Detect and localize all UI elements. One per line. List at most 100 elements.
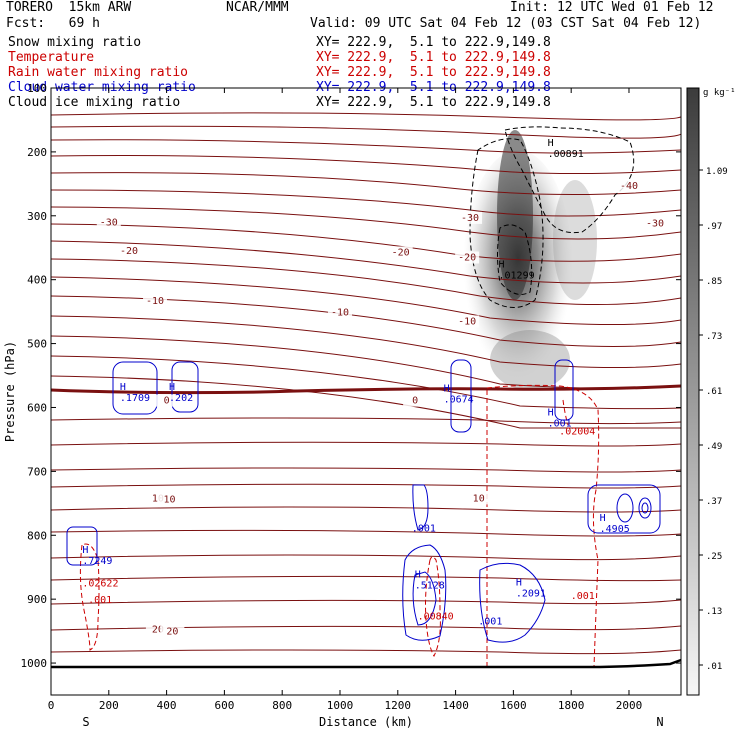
y-tick-label: 700 <box>27 465 47 478</box>
colorbar-ticks: 1.09 .97 .85 .73 .61 .49 .37 .25 .13 .01 <box>699 167 728 672</box>
legend-cloud-ice-xy: XY= 222.9, 5.1 to 222.9,149.8 <box>316 95 551 110</box>
temperature-label: 20 <box>166 626 178 637</box>
temperature-label-bg <box>327 306 352 319</box>
maximum-value-label: .001 <box>412 523 436 534</box>
temperature-label-bg <box>96 216 121 229</box>
temperature-label: 10 <box>163 495 175 506</box>
temperature-label-bg <box>455 251 480 264</box>
temperature-label-bg <box>388 246 413 259</box>
terrain-line <box>51 658 682 669</box>
cloud-water-contours <box>66 359 661 643</box>
temperature-label-bg <box>403 394 428 407</box>
colorbar-tick-label: 1.09 <box>706 167 728 177</box>
temperature-label: -10 <box>458 316 476 327</box>
x-tick-label: 1200 <box>385 699 412 712</box>
plot-frame <box>50 87 682 696</box>
colorbar-tick-label: .73 <box>706 332 722 342</box>
temperature-label: -20 <box>120 246 138 257</box>
maximum-value-label: .00840 <box>418 612 454 623</box>
y-tick-label: 800 <box>27 529 47 542</box>
maximum-value-label: .0674 <box>444 394 474 405</box>
temperature-label-bg <box>143 294 168 307</box>
x-tick-label: 1600 <box>500 699 527 712</box>
colorbar-tick-label: .25 <box>706 552 722 562</box>
x-tick-label: 400 <box>157 699 177 712</box>
maximum-marker: H <box>120 382 126 393</box>
x-axis-title: Distance (km) <box>319 715 413 729</box>
x-tick-label: 1000 <box>327 699 354 712</box>
maximum-value-label: .7249 <box>82 556 112 567</box>
x-tick-label: 600 <box>214 699 234 712</box>
maximum-value-label: .001 <box>548 419 572 430</box>
colorbar-tick-label: .01 <box>706 662 722 672</box>
maximum-marker: H <box>548 408 554 419</box>
maximum-marker: H <box>415 569 421 580</box>
temperature-label-bg <box>458 211 483 224</box>
temperature-label: -30 <box>646 219 664 230</box>
x-tick-label: 200 <box>99 699 119 712</box>
cloud-ice-contours <box>469 126 635 308</box>
x-tick-label: 1400 <box>442 699 469 712</box>
freezing-level <box>51 384 681 395</box>
y-tick-label: 600 <box>27 401 47 414</box>
maximum-value-label: .001 <box>478 617 502 628</box>
south-label: S <box>82 715 89 729</box>
temperature-label-bg <box>157 493 182 506</box>
y-tick-label: 1000 <box>21 657 48 670</box>
temperature-isotherms <box>51 112 681 655</box>
temperature-label-bg <box>642 217 667 230</box>
maximum-value-label: .02004 <box>559 426 595 437</box>
y-tick-label: 400 <box>27 274 47 287</box>
temperature-label-bg <box>160 625 185 638</box>
colorbar-tick-label: .97 <box>706 222 722 232</box>
temperature-label: -20 <box>458 253 476 264</box>
org-label: NCAR/MMM <box>226 0 289 15</box>
temperature-label: 0 <box>164 396 170 407</box>
north-label: N <box>656 715 663 729</box>
legend-snow: Snow mixing ratio <box>8 35 142 50</box>
maximum-value-label: .00891 <box>548 149 584 160</box>
temperature-label: 0 <box>412 396 418 407</box>
temperature-label-bg <box>466 492 491 505</box>
init-label: Init: 12 UTC Wed 01 Feb 12 <box>510 0 714 15</box>
temperature-label: -10 <box>331 307 349 318</box>
maximum-marker: H <box>548 138 554 149</box>
maximum-value-label: .2091 <box>516 589 546 600</box>
temperature-label: -20 <box>392 247 410 258</box>
temperature-label-bg <box>154 394 179 407</box>
x-tick-label: 1800 <box>558 699 585 712</box>
temperature-label-bg <box>455 315 480 328</box>
colorbar-tick-label: .61 <box>706 387 722 397</box>
temperature-label: 10 <box>473 493 485 504</box>
colorbar-tick-label: .37 <box>706 497 722 507</box>
forecast-label: Fcst: 69 h <box>6 16 100 31</box>
labels-layer: -30-30-30-40-20-20-20-10-10-100010101020… <box>82 138 667 638</box>
y-tick-label: 300 <box>27 210 47 223</box>
maximum-marker: H <box>516 578 522 589</box>
model-label: TORERO 15km ARW <box>6 0 132 15</box>
temperature-label: -30 <box>461 213 479 224</box>
maximum-value-label: .5128 <box>415 580 445 591</box>
colorbar-tick-label: .85 <box>706 277 722 287</box>
colorbar <box>686 87 700 696</box>
maximum-value-label: .02622 <box>82 578 118 589</box>
maximum-value-label: .4905 <box>600 524 630 535</box>
x-tick-label: 0 <box>48 699 55 712</box>
colorbar-tick-label: .49 <box>706 442 722 452</box>
legend-cloud-ice: Cloud ice mixing ratio <box>8 95 181 110</box>
x-tick-label: 2000 <box>616 699 643 712</box>
temperature-label: -10 <box>146 296 164 307</box>
maximum-marker: H <box>169 382 175 393</box>
legend-rain: Rain water mixing ratio <box>8 65 189 80</box>
y-tick-label: 100 <box>27 82 47 95</box>
axes-layer: 0 200 400 600 800 1000 1200 1400 1600 1800 2000100… <box>3 82 681 729</box>
y-axis-title: Pressure (hPa) <box>3 341 17 442</box>
temperature-label: 20 <box>152 624 164 635</box>
maximum-value-label: .01299 <box>498 270 534 281</box>
maximum-marker: H <box>444 383 450 394</box>
temperature-label-bg <box>117 245 142 258</box>
maximum-marker: H <box>82 545 88 556</box>
snow-shading-right <box>553 180 597 300</box>
